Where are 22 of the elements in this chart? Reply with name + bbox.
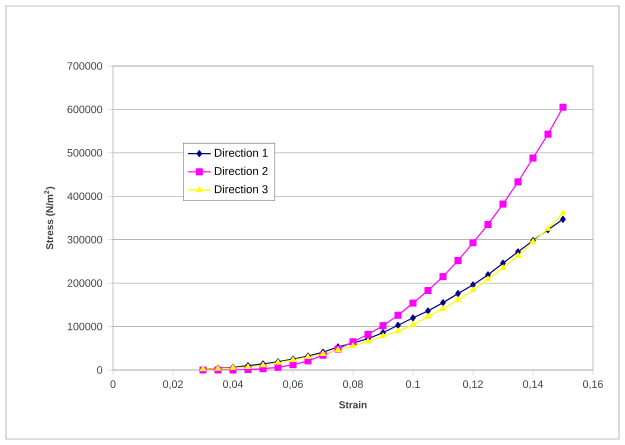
x-tick-label: 0,08 <box>343 380 363 390</box>
x-axis-title: Strain <box>339 401 367 408</box>
x-tick-label: 0,14 <box>523 380 544 390</box>
legend-label: Direction 1 <box>214 148 268 157</box>
x-tick-label: 0,02 <box>163 380 183 390</box>
x-tick-label: 0,04 <box>223 380 244 390</box>
y-tick-label: 200000 <box>68 279 102 287</box>
legend-label: Direction 3 <box>214 184 268 194</box>
x-tick-label: 0,12 <box>463 380 483 390</box>
x-tick-label: 0.1 <box>406 380 420 388</box>
legend-label: Direction 2 <box>214 166 268 176</box>
y-axis-title: Stress (N/m$^{2}$) <box>44 186 56 250</box>
x-tick-label: 0 <box>110 380 116 388</box>
y-tick-label: 600000 <box>68 106 102 114</box>
y-tick-label: 0 <box>97 366 102 374</box>
y-tick-label: 100000 <box>68 322 102 330</box>
y-tick-label: 700000 <box>68 62 102 70</box>
x-tick-label: 0,06 <box>283 380 303 390</box>
y-tick-label: 500000 <box>67 149 102 157</box>
y-tick-label: 300000 <box>67 236 102 244</box>
y-tick-label: 400000 <box>67 192 102 200</box>
x-tick-label: 0,16 <box>583 380 603 390</box>
